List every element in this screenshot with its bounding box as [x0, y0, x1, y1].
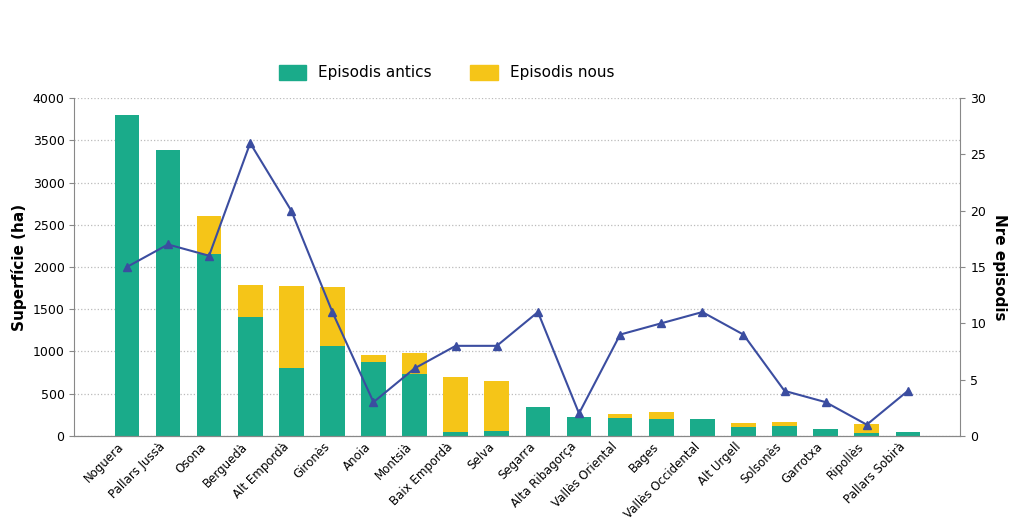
Bar — [854, 433, 880, 436]
Bar — [444, 377, 468, 431]
Bar — [320, 346, 345, 436]
Bar — [690, 419, 715, 436]
Legend: Episodis antics, Episodis nous: Episodis antics, Episodis nous — [273, 59, 620, 87]
Bar — [238, 285, 263, 317]
Bar — [773, 421, 797, 426]
Bar — [813, 429, 838, 436]
Bar — [238, 317, 263, 436]
Bar — [731, 428, 755, 436]
Bar — [648, 412, 674, 419]
Bar — [525, 407, 551, 436]
Bar — [361, 355, 386, 362]
Bar — [567, 417, 591, 436]
Bar — [444, 431, 468, 436]
Bar — [731, 423, 755, 428]
Bar — [196, 254, 221, 436]
Bar — [279, 286, 303, 368]
Bar — [196, 217, 221, 254]
Bar — [279, 368, 303, 436]
Bar — [648, 419, 674, 436]
Bar — [485, 381, 509, 431]
Bar — [156, 149, 180, 436]
Bar — [608, 418, 632, 436]
Bar — [361, 362, 386, 436]
Bar — [320, 287, 345, 346]
Bar — [485, 431, 509, 436]
Y-axis label: Nre episodis: Nre episodis — [992, 214, 1007, 320]
Bar — [896, 431, 920, 436]
Bar — [115, 115, 139, 436]
Y-axis label: Superfície (ha): Superfície (ha) — [11, 203, 27, 330]
Bar — [608, 413, 632, 418]
Bar — [402, 375, 427, 436]
Bar — [402, 353, 427, 375]
Bar — [854, 424, 880, 433]
Bar — [773, 426, 797, 436]
